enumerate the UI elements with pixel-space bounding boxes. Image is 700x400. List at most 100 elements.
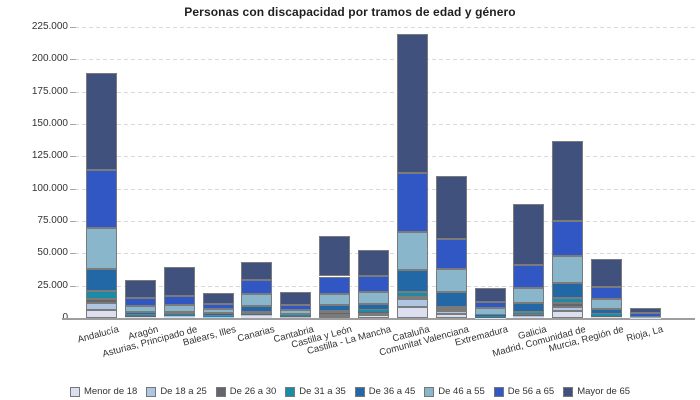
bar-segment[interactable] [357, 291, 389, 304]
bar-segment[interactable] [474, 288, 506, 302]
bar-segment[interactable] [241, 312, 273, 315]
bar-segment[interactable] [280, 315, 312, 317]
bar-segment[interactable] [202, 309, 234, 314]
bar-segment[interactable] [86, 291, 117, 299]
legend-item[interactable]: De 31 a 35 [285, 386, 346, 397]
bar-segment[interactable] [319, 315, 351, 318]
bar-segment[interactable] [357, 311, 389, 313]
bar-segment[interactable] [513, 302, 545, 313]
bar-segment[interactable] [163, 315, 195, 317]
bar-segment[interactable] [280, 317, 312, 318]
bar-segment[interactable] [319, 293, 351, 305]
bar-segment[interactable] [552, 310, 584, 318]
bar-segment[interactable] [591, 286, 623, 299]
bar-segment[interactable] [396, 33, 428, 174]
bar-segment[interactable] [319, 312, 351, 314]
bar-segment[interactable] [513, 314, 545, 316]
bar-segment[interactable] [86, 169, 117, 228]
bar-segment[interactable] [357, 303, 389, 310]
bar-segment[interactable] [202, 315, 234, 317]
bar-segment[interactable] [163, 316, 195, 318]
bar-segment[interactable] [241, 305, 273, 313]
bar-segment[interactable] [357, 312, 389, 316]
bar-segment[interactable] [241, 314, 273, 316]
bar-segment[interactable] [513, 204, 545, 266]
bar-segment[interactable] [319, 310, 351, 313]
legend-item[interactable]: Mayor de 65 [563, 386, 630, 397]
bar-segment[interactable] [202, 316, 234, 318]
bar-segment[interactable] [280, 292, 312, 305]
legend-item[interactable]: De 46 a 55 [424, 386, 485, 397]
bar-segment[interactable] [552, 283, 584, 299]
bar-segment[interactable] [591, 314, 623, 316]
bar-segment[interactable] [124, 315, 156, 317]
bar-segment[interactable] [124, 314, 156, 316]
bar-segment[interactable] [552, 140, 584, 222]
bar-segment[interactable] [86, 298, 117, 303]
bar-segment[interactable] [280, 313, 312, 316]
bar-segment[interactable] [591, 298, 623, 310]
bar-segment[interactable] [280, 304, 312, 310]
bar-segment[interactable] [474, 315, 506, 317]
bar-segment[interactable] [552, 221, 584, 257]
bar-segment[interactable] [629, 308, 661, 314]
bar-segment[interactable] [241, 294, 273, 306]
bar-segment[interactable] [591, 315, 623, 317]
bar-segment[interactable] [435, 310, 467, 315]
bar-segment[interactable] [474, 316, 506, 318]
bar-segment[interactable] [163, 314, 195, 316]
bar-segment[interactable] [124, 298, 156, 306]
legend-item[interactable]: De 26 a 30 [215, 386, 276, 397]
bar-segment[interactable] [124, 317, 156, 318]
bar-segment[interactable] [552, 302, 584, 308]
bar-segment[interactable] [513, 287, 545, 303]
bar-segment[interactable] [124, 280, 156, 299]
bar-segment[interactable] [124, 316, 156, 318]
bar-segment[interactable] [319, 276, 351, 294]
bar-segment[interactable] [396, 231, 428, 271]
bar-segment[interactable] [513, 315, 545, 317]
bar-segment[interactable] [86, 227, 117, 270]
bar-segment[interactable] [319, 313, 351, 316]
bar-segment[interactable] [591, 316, 623, 318]
bar-segment[interactable] [552, 256, 584, 284]
bar-segment[interactable] [629, 313, 661, 317]
bar-segment[interactable] [435, 176, 467, 239]
bar-segment[interactable] [629, 316, 661, 318]
bar-segment[interactable] [629, 316, 661, 318]
bar-segment[interactable] [280, 316, 312, 318]
legend-item[interactable]: De 18 a 25 [146, 386, 207, 397]
bar-segment[interactable] [435, 314, 467, 318]
bar-segment[interactable] [163, 296, 195, 305]
bar-segment[interactable] [357, 249, 389, 276]
legend-item[interactable]: De 56 a 65 [493, 386, 554, 397]
bar-segment[interactable] [435, 269, 467, 292]
bar-segment[interactable] [513, 265, 545, 288]
bar-segment[interactable] [163, 317, 195, 318]
bar-segment[interactable] [163, 267, 195, 297]
bar-segment[interactable] [280, 316, 312, 317]
bar-segment[interactable] [513, 316, 545, 318]
bar-segment[interactable] [396, 298, 428, 307]
bar-segment[interactable] [435, 238, 467, 270]
bar-segment[interactable] [357, 315, 389, 318]
legend-item[interactable]: De 36 a 45 [354, 386, 415, 397]
bar-segment[interactable] [591, 317, 623, 318]
legend-item[interactable]: Menor de 18 [69, 386, 137, 397]
bar-segment[interactable] [86, 73, 117, 170]
bar-segment[interactable] [202, 313, 234, 316]
bar-segment[interactable] [202, 316, 234, 317]
bar-segment[interactable] [474, 308, 506, 315]
bar-segment[interactable] [396, 270, 428, 292]
bar-segment[interactable] [396, 296, 428, 299]
bar-segment[interactable] [591, 258, 623, 287]
bar-segment[interactable] [357, 275, 389, 292]
bar-segment[interactable] [552, 307, 584, 311]
bar-segment[interactable] [319, 236, 351, 277]
bar-segment[interactable] [513, 312, 545, 315]
bar-segment[interactable] [552, 298, 584, 303]
bar-segment[interactable] [474, 301, 506, 309]
bar-segment[interactable] [474, 317, 506, 318]
bar-segment[interactable] [202, 292, 234, 305]
bar-segment[interactable] [86, 310, 117, 318]
